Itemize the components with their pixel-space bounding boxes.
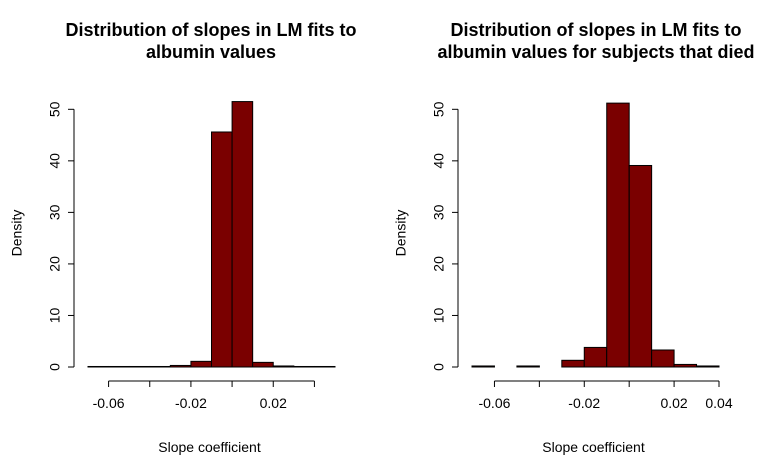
histogram-bar [231,101,254,368]
histogram-bar [606,102,630,368]
y-tick-label: 40 [431,153,447,169]
y-tick-label: 30 [47,204,63,220]
y-tick-label: 0 [431,363,447,371]
y-axis-label: Density [393,210,409,257]
y-tick-label: 20 [47,256,63,272]
y-axis-label: Density [9,210,25,257]
histogram-bar [149,365,171,368]
histogram-bar [272,365,295,368]
x-tick-label: -0.02 [568,395,600,411]
histogram-bar [628,164,653,368]
y-tick-label: 40 [47,153,63,169]
y-tick-label: 30 [431,204,447,220]
histogram-bar [108,365,130,368]
x-axis-label: Slope coefficient [542,439,645,455]
histogram-bar [313,365,336,368]
x-tick-label: -0.02 [175,395,207,411]
chart-title-line: albumin values [146,42,276,62]
histogram-bar [696,365,720,368]
y-tick-label: 0 [47,363,63,371]
histogram-bar [471,365,495,368]
histogram-panel-2: Distribution of slopes in LM fits toalbu… [393,20,755,455]
y-tick-label: 20 [431,256,447,272]
y-tick-label: 10 [431,307,447,323]
histogram-bar [516,365,540,368]
histogram-bar [561,359,585,368]
histogram-bar [190,360,213,368]
histogram-bar [211,131,233,368]
y-tick-label: 50 [431,101,447,117]
x-tick-label: -0.06 [478,395,510,411]
histogram-bar [252,361,274,368]
x-tick-label: -0.06 [93,395,125,411]
chart-title-line: Distribution of slopes in LM fits to [451,20,742,40]
y-tick-label: 10 [47,307,63,323]
histogram-bar [651,349,675,368]
x-axis-label: Slope coefficient [158,439,261,455]
chart-title-line: Distribution of slopes in LM fits to [66,20,357,40]
chart-title-line: albumin values for subjects that died [437,42,754,62]
x-tick-label: 0.02 [260,395,287,411]
histogram-bar [673,363,698,368]
histogram-bar [583,346,608,368]
histogram-panel-1: Distribution of slopes in LM fits toalbu… [9,20,357,455]
x-tick-label: 0.04 [705,395,732,411]
histogram-bar [169,364,192,368]
x-tick-label: 0.02 [660,395,687,411]
histogram-bar [87,365,110,368]
y-tick-label: 50 [47,101,63,117]
histogram-bar [128,365,151,368]
histogram-bar [293,365,315,368]
